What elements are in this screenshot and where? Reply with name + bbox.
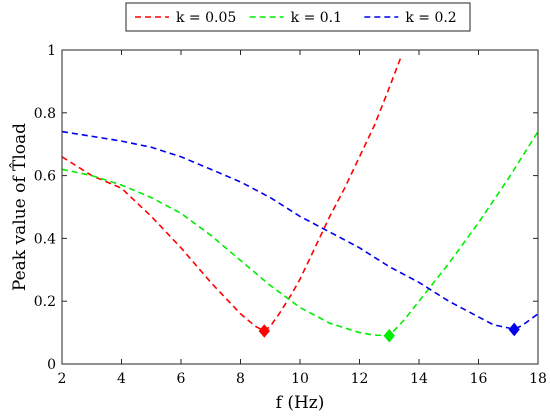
x-tick-label: 4	[117, 371, 126, 387]
y-tick-label: 0.4	[34, 231, 56, 247]
legend-box	[125, 2, 471, 32]
x-tick-label: 10	[291, 371, 309, 387]
y-tick-label: 1	[47, 43, 56, 59]
x-tick-label: 18	[529, 371, 547, 387]
y-axis-label: Peak value of T̂load	[10, 123, 30, 291]
min-marker-0	[258, 324, 270, 338]
series-line-1	[62, 131, 538, 337]
legend-label-0: k = 0.05	[176, 10, 236, 26]
plot-area-frame	[61, 49, 539, 365]
y-tick-label: 0.6	[34, 169, 56, 185]
x-tick-label: 14	[410, 371, 428, 387]
min-marker-1	[383, 328, 395, 343]
x-tick-label: 16	[470, 371, 488, 387]
axis-layer: 2 4 6 8 10 12 14 16 18 0 0.2 0.4 0.6 0.8 1 f (Hz) Peak v…	[10, 43, 547, 413]
min-marker-2	[508, 322, 520, 337]
y-tick-label: 0.2	[34, 294, 56, 310]
x-tick-label: 6	[177, 371, 186, 387]
series-line-0	[62, 56, 402, 332]
series-line-2	[62, 130, 538, 331]
x-tick-label: 2	[58, 371, 67, 387]
y-tick-label: 0	[47, 357, 56, 373]
x-tick-label: 12	[351, 371, 369, 387]
x-axis-label: f (Hz)	[276, 393, 325, 413]
legend: k = 0.05 k = 0.1 k = 0.2	[125, 2, 471, 32]
series-layer	[62, 56, 538, 343]
legend-label-1: k = 0.1	[291, 10, 342, 26]
x-tick-label: 8	[236, 371, 245, 387]
legend-label-2: k = 0.2	[405, 10, 456, 26]
y-tick-label: 0.8	[34, 106, 56, 122]
